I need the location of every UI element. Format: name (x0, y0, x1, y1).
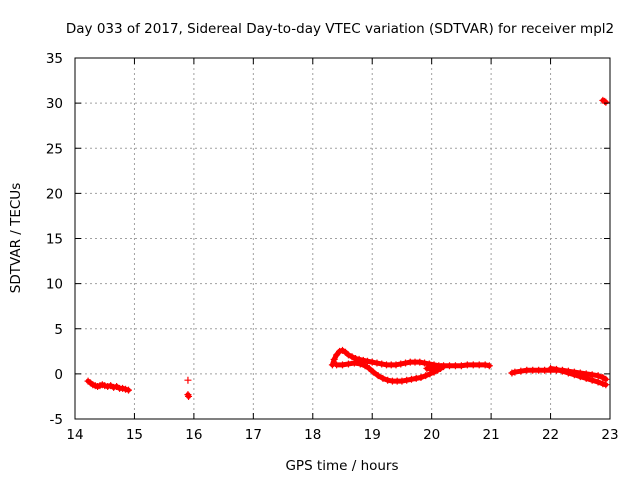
x-tick-label: 18 (304, 427, 321, 443)
data-band-segment (185, 392, 192, 399)
x-tick-label: 16 (185, 427, 202, 443)
y-tick-label: 30 (46, 96, 63, 112)
data-band-segment (123, 386, 131, 393)
data-band-segment (602, 98, 609, 105)
y-tick-label: 25 (46, 141, 63, 157)
data-band-segment (600, 374, 609, 382)
x-tick-label: 23 (601, 427, 618, 443)
data-points (84, 96, 610, 400)
data-band-segment (433, 364, 444, 371)
x-tick-label: 15 (126, 427, 143, 443)
y-tick-label: 10 (46, 277, 63, 293)
y-tick-label: 5 (54, 322, 63, 338)
ticks (74, 57, 611, 420)
x-axis-label: GPS time / hours (285, 458, 398, 474)
tick-labels: 14 15 16 17 18 19 20 21 22 23 -5 0 5 10 15 20 25 30 35 (46, 51, 619, 443)
grid (75, 58, 610, 419)
x-tick-label: 22 (542, 427, 559, 443)
y-tick-label: 15 (46, 232, 63, 248)
y-axis-label: SDTVAR / TECUs (8, 183, 24, 293)
data-band-segment (482, 362, 492, 369)
x-tick-label: 14 (66, 427, 83, 443)
y-tick-label: 20 (46, 186, 63, 202)
x-tick-label: 20 (423, 427, 440, 443)
y-tick-label: -5 (50, 412, 63, 428)
y-tick-label: 0 (54, 367, 63, 383)
chart-title: Day 033 of 2017, Sidereal Day-to-day VTE… (66, 21, 614, 37)
x-tick-label: 17 (245, 427, 262, 443)
x-tick-label: 19 (364, 427, 381, 443)
y-tick-label: 35 (46, 51, 63, 67)
data-band-segment (600, 381, 609, 388)
data-point (184, 376, 192, 384)
x-tick-label: 21 (483, 427, 500, 443)
